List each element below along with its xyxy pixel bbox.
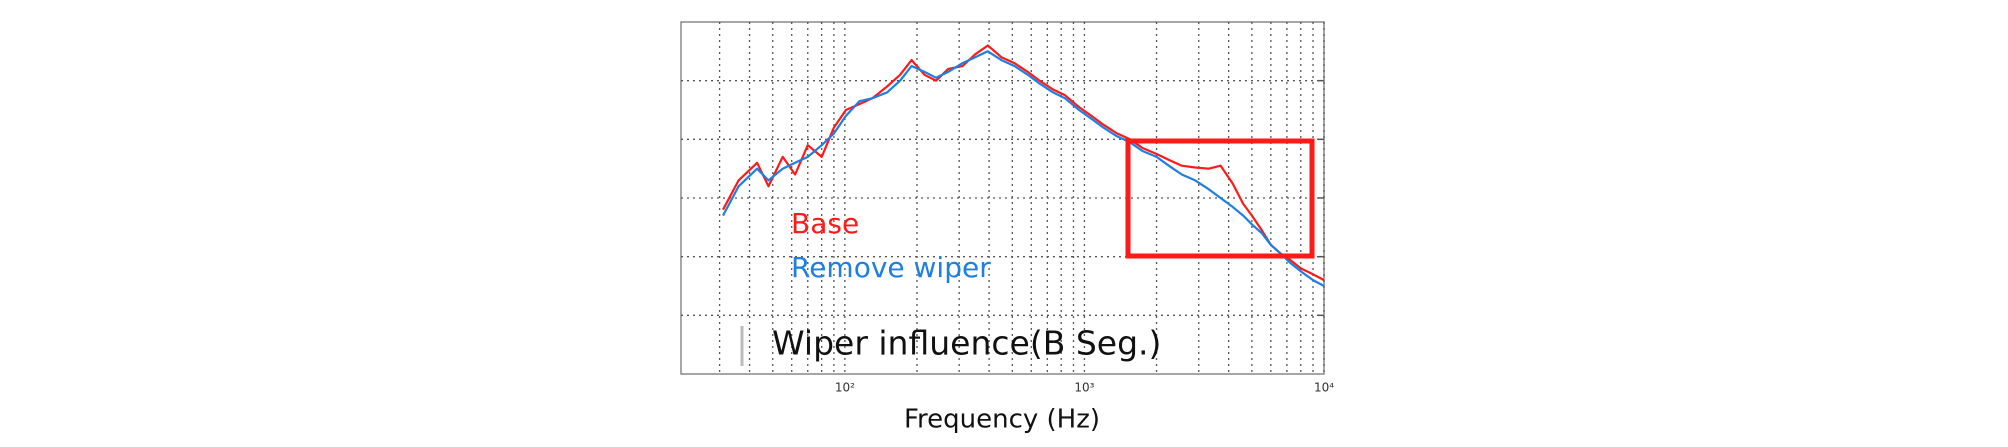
legend-label: Remove wiper [791, 251, 991, 284]
x-tick-label: 10³ [1074, 381, 1094, 395]
series-line [722, 50, 1325, 287]
annotation: Wiper influence(B Seg.) [772, 324, 1161, 363]
lines [722, 44, 1325, 287]
x-axis-label: Frequency (Hz) [904, 405, 1100, 435]
legend-label: Base [791, 207, 859, 240]
x-tick-label: 10⁴ [1314, 381, 1334, 395]
x-tick-label: 10² [835, 381, 855, 395]
series-line [722, 44, 1325, 282]
highlight-box [1125, 138, 1315, 259]
